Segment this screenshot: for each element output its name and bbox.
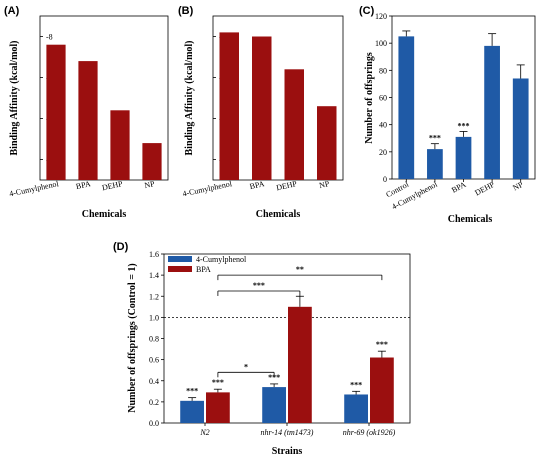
y-tick-label: 1.6 xyxy=(149,250,159,259)
legend-swatch-4-cumylphenol xyxy=(168,256,192,262)
legend-label-4-cumylphenol: 4-Cumylphenol xyxy=(196,255,247,264)
y-tick-label: 1.4 xyxy=(149,271,159,280)
chart-a: Binding Affinity (kcal/mol) Chemicals -5… xyxy=(8,16,168,220)
panel-label-a: (A) xyxy=(4,5,20,17)
significance-label: *** xyxy=(186,387,198,396)
y-tick-label: 60 xyxy=(379,94,387,103)
significance-label: *** xyxy=(376,340,388,349)
chart-d: Number of offsprings (Control = 1) Strai… xyxy=(127,250,410,457)
bar-d-2-0 xyxy=(344,394,368,423)
bracket-label: ** xyxy=(296,265,304,274)
bar-c-4 xyxy=(513,78,529,179)
bars-d: 0.00.20.40.60.81.01.21.41.6******N2***nh… xyxy=(149,250,410,437)
y-tick-label: 0.6 xyxy=(149,356,159,365)
x-axis-label-a: Chemicals xyxy=(82,209,127,220)
bar-a-2 xyxy=(110,110,129,180)
x-axis-label-b: Chemicals xyxy=(256,209,301,220)
y-tick-label: -8 xyxy=(46,33,53,42)
x-tick-label: NP xyxy=(144,179,156,190)
x-axis-label-d: Strains xyxy=(272,446,303,457)
chart-b: Binding Affinity (kcal/mol) Chemicals -5… xyxy=(182,16,343,220)
bar-a-0 xyxy=(46,45,65,180)
significance-label: *** xyxy=(350,380,362,389)
significance-label: *** xyxy=(212,378,224,387)
significance-label: *** xyxy=(429,134,441,143)
bars-c: 020406080100120Control***4-Cumylphenol**… xyxy=(375,12,529,211)
y-axis-label-b: Binding Affinity (kcal/mol) xyxy=(184,40,195,155)
bar-c-3 xyxy=(484,46,500,179)
x-tick-label: DEHP xyxy=(473,180,496,198)
x-tick-label: BPA xyxy=(75,179,92,191)
bracket-label: *** xyxy=(253,281,265,290)
y-tick-label: 1.0 xyxy=(149,313,159,322)
y-tick-label: 20 xyxy=(379,148,387,157)
bar-d-0-0 xyxy=(180,401,204,423)
y-tick-label: 0.2 xyxy=(149,398,159,407)
y-axis-label-a: Binding Affinity (kcal/mol) xyxy=(9,40,20,155)
bar-d-0-1 xyxy=(206,392,230,423)
bar-b-1 xyxy=(252,37,272,181)
panel-label-d: (D) xyxy=(113,241,129,253)
bar-d-1-1 xyxy=(288,307,312,423)
bar-c-2 xyxy=(456,137,472,179)
bar-c-0 xyxy=(398,36,414,179)
y-axis-label-d: Number of offsprings (Control = 1) xyxy=(127,263,138,413)
panel-label-c: (C) xyxy=(359,5,375,17)
x-tick-label: BPA xyxy=(249,179,266,191)
y-tick-label: 0.0 xyxy=(149,419,159,428)
bar-d-2-1 xyxy=(370,358,394,423)
x-axis-label-c: Chemicals xyxy=(448,214,493,225)
x-tick-label: DEHP xyxy=(275,179,298,192)
bar-b-2 xyxy=(285,69,305,180)
y-tick-label: 0.4 xyxy=(149,377,159,386)
bar-b-0 xyxy=(220,32,240,180)
significance-label: *** xyxy=(458,121,470,130)
y-tick-label: 1.2 xyxy=(149,292,159,301)
bar-b-3 xyxy=(317,106,337,180)
y-tick-label: 120 xyxy=(375,12,387,21)
y-tick-label: 0 xyxy=(383,175,387,184)
bracket-label: * xyxy=(244,362,248,371)
x-tick-label: NP xyxy=(511,180,525,193)
legend-swatch-bpa xyxy=(168,266,192,272)
panel-label-b: (B) xyxy=(178,5,194,17)
x-tick-label: BPA xyxy=(450,180,468,195)
y-tick-label: 40 xyxy=(379,121,387,130)
bar-a-3 xyxy=(142,143,161,180)
x-tick-label: 4-Cumylphenol xyxy=(182,179,234,198)
x-tick-label: nhr-14 (tm1473) xyxy=(261,428,314,437)
bar-a-1 xyxy=(78,61,97,180)
legend: 4-Cumylphenol BPA xyxy=(168,255,247,274)
bar-d-1-0 xyxy=(262,387,286,423)
x-tick-label: NP xyxy=(318,179,330,190)
y-tick-label: 80 xyxy=(379,66,387,75)
y-tick-label: 0.8 xyxy=(149,335,159,344)
x-tick-label: DEHP xyxy=(101,179,124,192)
legend-label-bpa: BPA xyxy=(196,265,211,274)
y-axis-label-c: Number of offsprings xyxy=(364,52,375,144)
x-tick-label: nhr-69 (ok1926) xyxy=(343,428,396,437)
y-tick-label: 100 xyxy=(375,39,387,48)
x-tick-label: 4-Cumylphenol xyxy=(8,179,60,198)
bar-c-1 xyxy=(427,149,443,179)
chart-c: Number of offsprings Chemicals 0 20 40 60 80… xyxy=(364,12,535,225)
x-tick-label: N2 xyxy=(199,428,209,437)
